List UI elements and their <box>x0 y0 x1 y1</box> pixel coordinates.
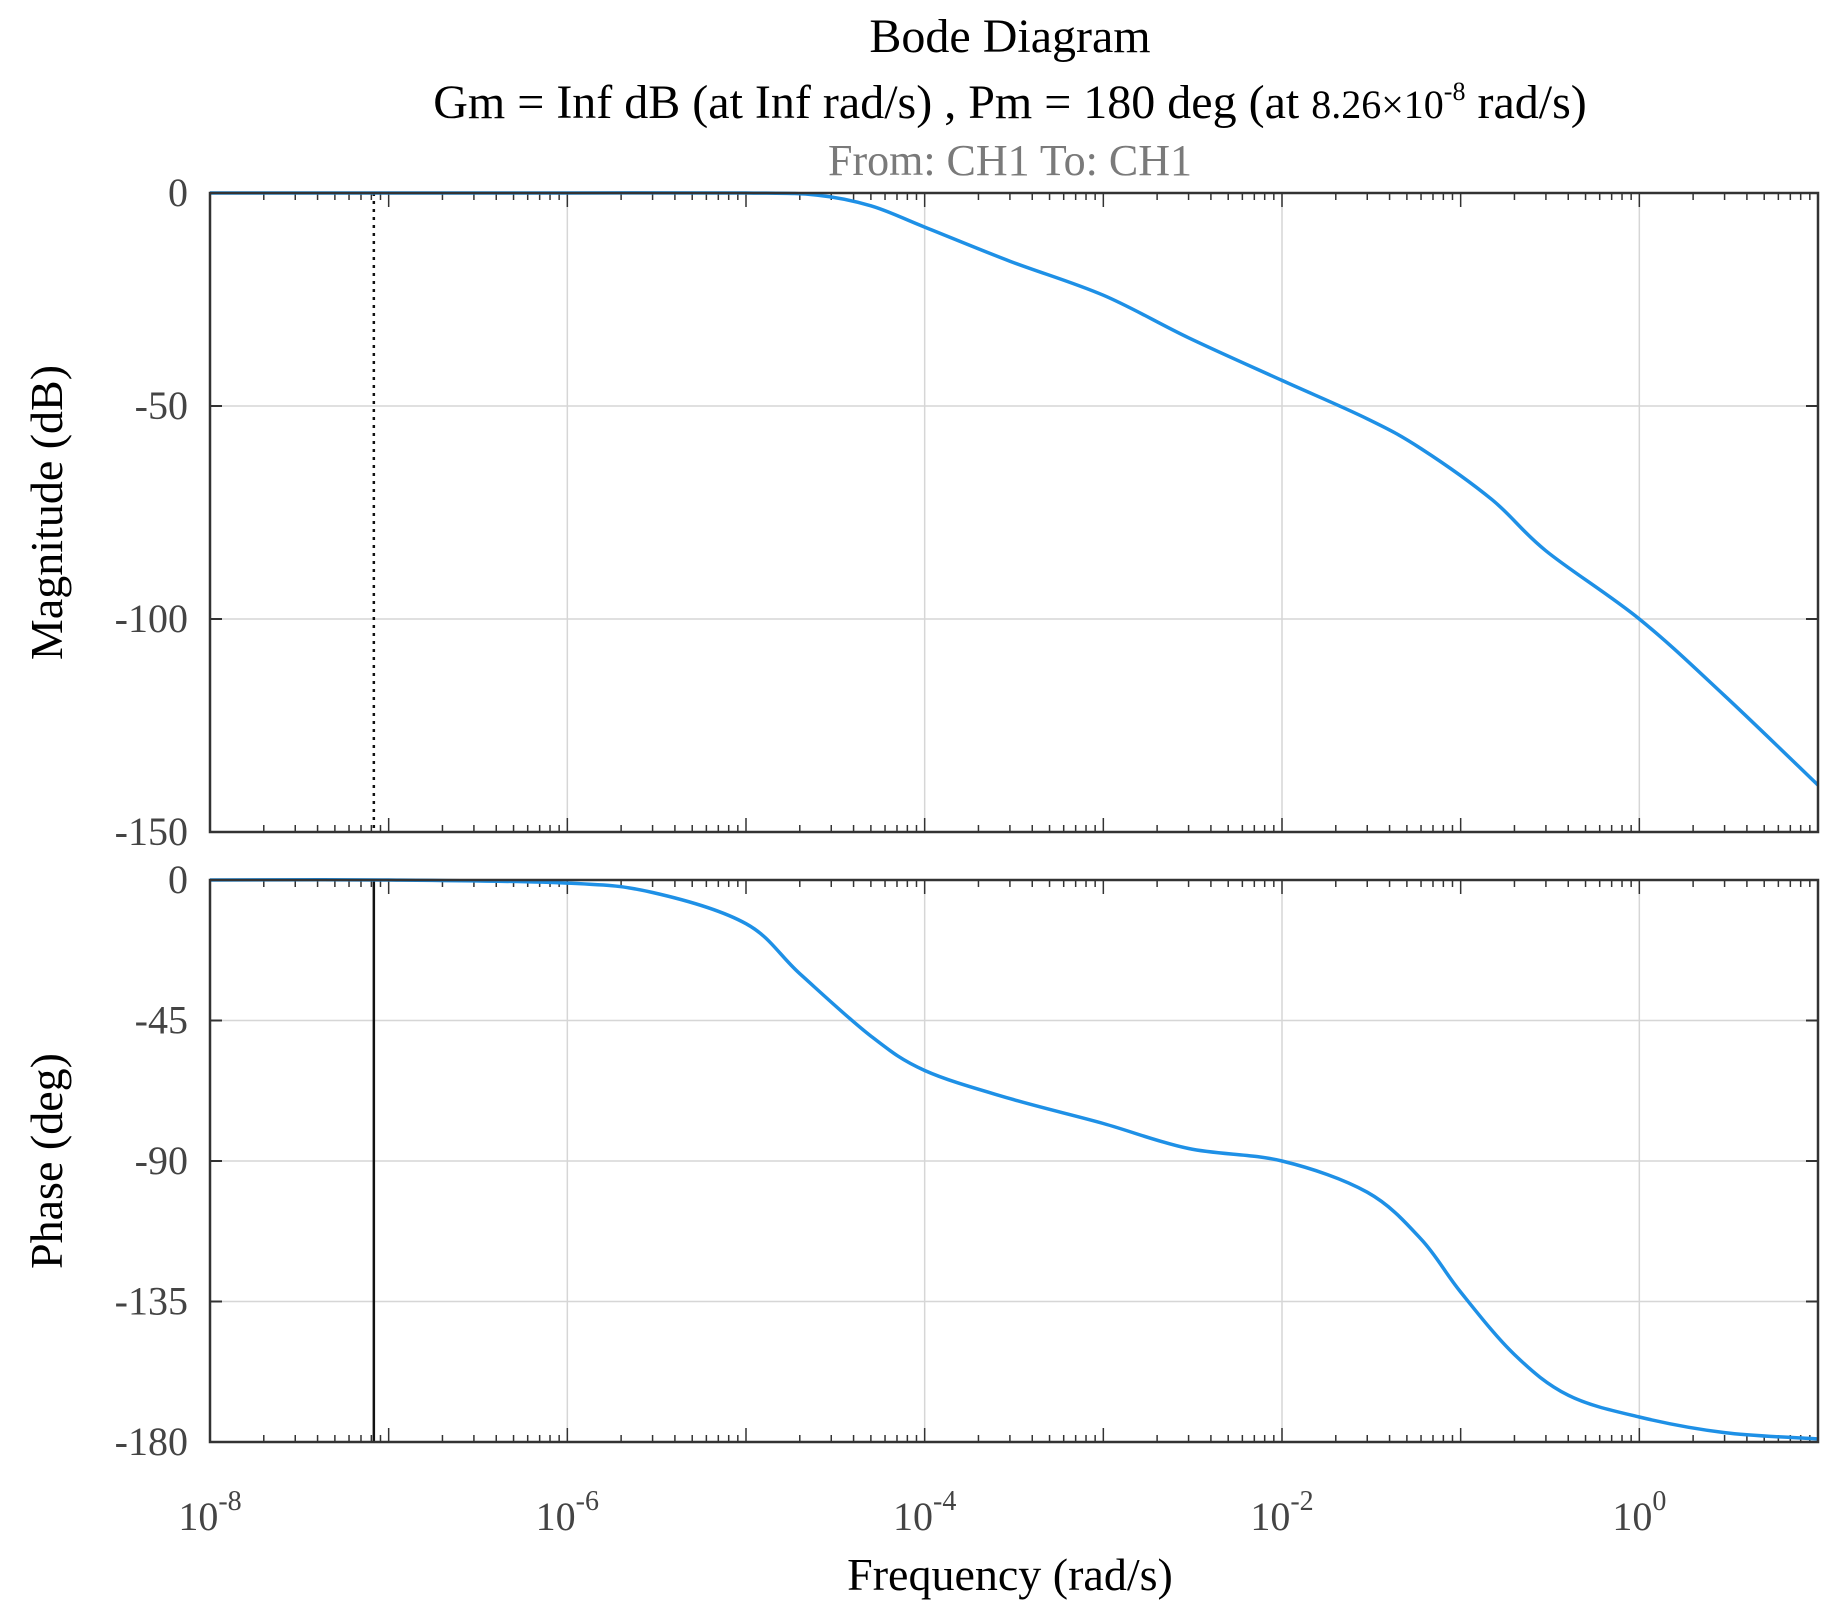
magnitude-series <box>210 191 1820 787</box>
x-tick-base: 10 <box>536 1494 576 1539</box>
margin-subtitle: Gm = Inf dB (at Inf rad/s) , Pm = 180 de… <box>433 76 1587 129</box>
phase-grid <box>209 880 1818 1442</box>
phase-y-tick-label: -45 <box>135 998 188 1043</box>
x-tick-base: 10 <box>1612 1494 1652 1539</box>
x-tick-label: 10-6 <box>536 1486 599 1539</box>
x-tick-base: 10 <box>1250 1494 1290 1539</box>
x-tick-label: 10-8 <box>178 1486 241 1539</box>
magnitude-axes-frame <box>208 191 1820 834</box>
phase-margin-frequency-mantissa: 8.26×10 <box>1311 82 1444 127</box>
magnitude-y-axis-label: Magnitude (dB) <box>21 365 72 660</box>
x-tick-label: 10-2 <box>1250 1486 1313 1539</box>
phase-axes-frame <box>208 878 1820 1444</box>
phase-series <box>209 878 1819 1441</box>
magnitude-y-tick-label: -50 <box>135 383 188 428</box>
x-tick-label: 10-4 <box>893 1486 956 1539</box>
magnitude-y-tick-label: -150 <box>115 809 188 854</box>
phase-panel: 0 -45 -90 -135 -180 Phase (deg) <box>21 857 1820 1464</box>
phase-margin-frequency-exponent: -8 <box>1444 77 1466 106</box>
phase-y-ticks: 0 -45 -90 -135 -180 <box>115 857 1818 1464</box>
x-axis-label: Frequency (rad/s) <box>847 1549 1173 1600</box>
x-tick-exponent: -2 <box>1290 1486 1313 1517</box>
x-tick-exponent: -6 <box>576 1486 599 1517</box>
phase-y-tick-label: 0 <box>168 857 188 902</box>
phase-margin-unit: rad/s) <box>1465 76 1586 129</box>
io-label: From: CH1 To: CH1 <box>828 136 1192 185</box>
magnitude-y-tick-label: -100 <box>115 596 188 641</box>
frequency-x-ticks: 10-8 10-6 10-4 10-2 100 <box>178 1486 1666 1539</box>
phase-y-tick-label: -180 <box>115 1419 188 1464</box>
x-tick-exponent: 0 <box>1652 1486 1666 1517</box>
phase-curve <box>209 878 1819 1441</box>
x-tick-base: 10 <box>178 1494 218 1539</box>
magnitude-curve <box>210 191 1820 787</box>
gain-margin-text: Gm = Inf dB (at Inf rad/s) , Pm = 180 de… <box>433 76 1311 129</box>
magnitude-panel: 0 -50 -100 -150 Magnitude (dB) <box>21 170 1820 854</box>
phase-y-axis-label: Phase (deg) <box>21 1053 72 1269</box>
x-tick-exponent: -8 <box>218 1486 241 1517</box>
x-tick-base: 10 <box>893 1494 933 1539</box>
magnitude-grid <box>209 193 1818 832</box>
phase-y-tick-label: -90 <box>135 1138 188 1183</box>
magnitude-y-ticks: 0 -50 -100 -150 <box>115 170 1818 854</box>
phase-y-tick-label: -135 <box>115 1279 188 1324</box>
x-tick-exponent: -4 <box>933 1486 956 1517</box>
chart-title: Bode Diagram <box>869 10 1150 63</box>
x-tick-label: 100 <box>1612 1486 1666 1539</box>
magnitude-y-tick-label: 0 <box>168 170 188 215</box>
